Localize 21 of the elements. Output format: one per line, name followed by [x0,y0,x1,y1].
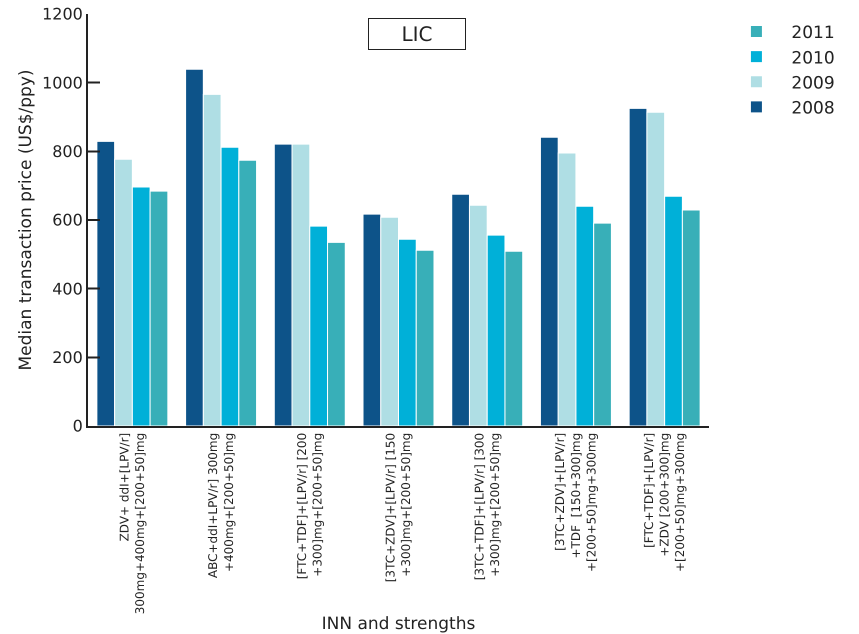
x-axis-title: INN and strengths [322,614,476,634]
y-axis-title: Median transaction price (US$/ppy) [16,69,36,371]
y-tick-label: 800 [52,142,83,161]
y-tick-label: 600 [52,210,83,230]
text: LIC [401,22,433,46]
y-tick-label: 400 [52,279,83,298]
y-tick-label: 0 [72,416,83,436]
x-tick-label: ABC+ddI+LPV/r] 300mg +400mg+[200+50]mg [206,432,236,578]
legend-label: 2010 [791,48,835,68]
legend-label: 2011 [791,23,835,44]
legend-label: 2008 [791,98,835,118]
y-tick-label: 200 [52,348,83,367]
legend-label: 2009 [791,73,835,94]
x-tick-label: [FTC+TDF]+[LPV/r] [200 +300]mg+[200+50]mg [294,432,324,580]
y-tick-label: 1000 [42,73,83,92]
x-tick-label: ZDV+ ddI+[LPV/r] 300mg+400mg+[200+50]mg [117,432,148,614]
x-tick-label: [FTC+TDF]+[LPV/r] +ZDV [200+300]mg +[200+50]mg+300mg [642,432,688,572]
x-tick-label: [3TC+ZDV]+[LPV/r] +TDF [150+300]mg +[200+50]mg+300mg [553,432,598,572]
x-tick-label: [3TC+TDF]+[LPV/r] [300 +300]mg+[200+50]mg [472,432,502,580]
x-tick-label: [3TC+ZDV]+[LPV/r] [150 +300]mg+[200+50]mg [384,432,414,582]
y-tick-label: 1200 [42,4,83,24]
